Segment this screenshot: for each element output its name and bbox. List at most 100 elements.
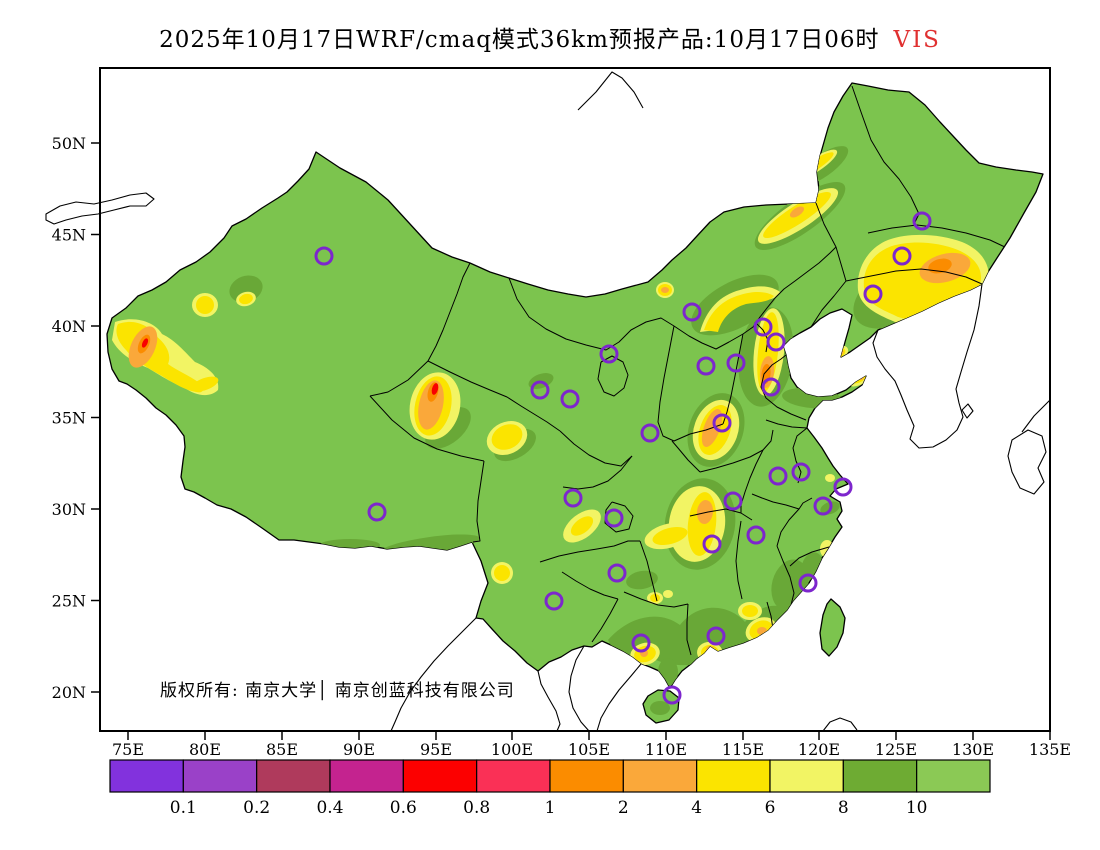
colorbar-tick-label: 1 bbox=[545, 798, 556, 818]
lat-tick-label: 25N bbox=[52, 592, 86, 611]
city-marker bbox=[706, 626, 726, 646]
city-marker bbox=[813, 496, 833, 516]
city-marker bbox=[640, 423, 660, 443]
city-marker bbox=[631, 633, 651, 653]
colorbar: 0.1 0.2 0.4 0.6 0.8 1 2 4 6 8 10 bbox=[109, 759, 991, 818]
city-marker bbox=[607, 563, 627, 583]
city-marker bbox=[768, 466, 788, 486]
luzon-coastline bbox=[822, 717, 858, 732]
lon-tick-label: 75E bbox=[112, 740, 144, 759]
myanmar-border bbox=[390, 617, 477, 732]
colorbar-tick-label: 6 bbox=[765, 798, 776, 818]
city-marker bbox=[753, 317, 773, 337]
city-marker bbox=[723, 491, 743, 511]
colorbar-tick-label: 8 bbox=[838, 798, 849, 818]
lon-tick-label: 85E bbox=[266, 740, 298, 759]
lat-tick-label: 20N bbox=[52, 683, 86, 702]
colorbar-tick-label: 2 bbox=[618, 798, 629, 818]
lon-tick-label: 105E bbox=[568, 740, 610, 759]
city-marker bbox=[761, 377, 781, 397]
colorbar-tick-label: 0.2 bbox=[243, 798, 270, 818]
colorbar-segment bbox=[476, 759, 551, 793]
china-landmass bbox=[106, 82, 1044, 724]
lon-tick-label: 90E bbox=[343, 740, 375, 759]
lon-tick-label: 110E bbox=[645, 740, 687, 759]
city-marker bbox=[696, 356, 716, 376]
lon-tick-label: 115E bbox=[722, 740, 764, 759]
lat-tick-label: 45N bbox=[52, 226, 86, 245]
colorbar-segment bbox=[622, 759, 698, 793]
city-markers bbox=[314, 211, 932, 705]
city-marker bbox=[314, 246, 334, 266]
colorbar-segment bbox=[182, 759, 258, 793]
city-marker bbox=[798, 573, 818, 593]
city-marker bbox=[833, 477, 853, 497]
colorbar-segment bbox=[696, 759, 771, 793]
city-marker bbox=[863, 284, 883, 304]
city-marker bbox=[892, 246, 912, 266]
colorbar-segment bbox=[256, 759, 331, 793]
city-marker bbox=[766, 332, 786, 352]
city-marker bbox=[367, 502, 387, 522]
lat-tick-label: 35N bbox=[52, 409, 86, 428]
lon-axis-labels: 75E 80E 85E 90E 95E 100E 105E 110E 115E 120E 125E 1… bbox=[112, 740, 1071, 759]
lat-tick-label: 50N bbox=[52, 134, 86, 153]
city-marker bbox=[544, 591, 564, 611]
copyright-text: 版权所有: 南京大学│ 南京创蓝科技有限公司 bbox=[160, 680, 515, 701]
city-marker bbox=[746, 525, 766, 545]
axis-ticks bbox=[91, 142, 1051, 740]
city-marker bbox=[604, 508, 624, 528]
colorbar-tick-label: 0.6 bbox=[390, 798, 417, 818]
colorbar-tick-label: 10 bbox=[906, 798, 928, 818]
lon-tick-label: 100E bbox=[491, 740, 533, 759]
lon-tick-label: 95E bbox=[420, 740, 452, 759]
city-marker bbox=[563, 488, 583, 508]
colorbar-tick-label: 4 bbox=[691, 798, 702, 818]
lat-axis-labels: 50N 45N 40N 35N 30N 25N 20N bbox=[52, 134, 86, 702]
colorbar-segment bbox=[916, 759, 991, 793]
city-marker bbox=[560, 389, 580, 409]
contours-under-1km bbox=[141, 338, 439, 395]
colorbar-segment bbox=[109, 759, 184, 793]
colorbar-segment bbox=[842, 759, 918, 793]
city-marker bbox=[726, 353, 746, 373]
lat-tick-label: 40N bbox=[52, 317, 86, 336]
city-marker bbox=[530, 380, 550, 400]
colorbar-tick-label: 0.1 bbox=[170, 798, 197, 818]
myanmar-laos-border bbox=[537, 670, 561, 732]
colorbar-segment bbox=[329, 759, 404, 793]
city-marker bbox=[682, 302, 702, 322]
city-marker bbox=[702, 534, 722, 554]
china-mainland bbox=[106, 82, 1044, 689]
lon-tick-label: 125E bbox=[875, 740, 917, 759]
lon-tick-label: 120E bbox=[798, 740, 840, 759]
province-borders bbox=[369, 85, 1008, 656]
taiwan-island bbox=[819, 598, 846, 657]
japan-coastline bbox=[1007, 429, 1047, 495]
title-text: 2025年10月17日WRF/cmaq模式36km预报产品:10月17日06时 bbox=[159, 27, 880, 53]
lat-tick-label: 30N bbox=[52, 500, 86, 519]
laos-vietnam-border bbox=[568, 645, 590, 732]
city-marker bbox=[712, 413, 732, 433]
colorbar-tick-label: 0.4 bbox=[316, 798, 343, 818]
map-frame bbox=[99, 67, 1051, 732]
city-marker bbox=[599, 344, 619, 364]
colorbar-tick-label: 0.8 bbox=[463, 798, 490, 818]
colorbar-segment bbox=[402, 759, 478, 793]
city-marker bbox=[791, 462, 811, 482]
city-marker bbox=[912, 211, 932, 231]
colorbar-segment bbox=[769, 759, 844, 793]
vietnam-coastline bbox=[596, 663, 642, 732]
city-marker bbox=[662, 685, 682, 705]
japan-coastline-2 bbox=[1021, 399, 1051, 433]
lon-tick-label: 130E bbox=[952, 740, 994, 759]
title-variable: VIS bbox=[893, 27, 941, 53]
lake-balkhash-outline bbox=[45, 192, 155, 225]
tsushima-outline bbox=[961, 403, 974, 419]
lon-tick-label: 135E bbox=[1029, 740, 1071, 759]
foreign-coastlines bbox=[45, 71, 1051, 732]
figure-title: 2025年10月17日WRF/cmaq模式36km预报产品:10月17日06时 V… bbox=[0, 20, 1100, 54]
colorbar-segment bbox=[549, 759, 624, 793]
